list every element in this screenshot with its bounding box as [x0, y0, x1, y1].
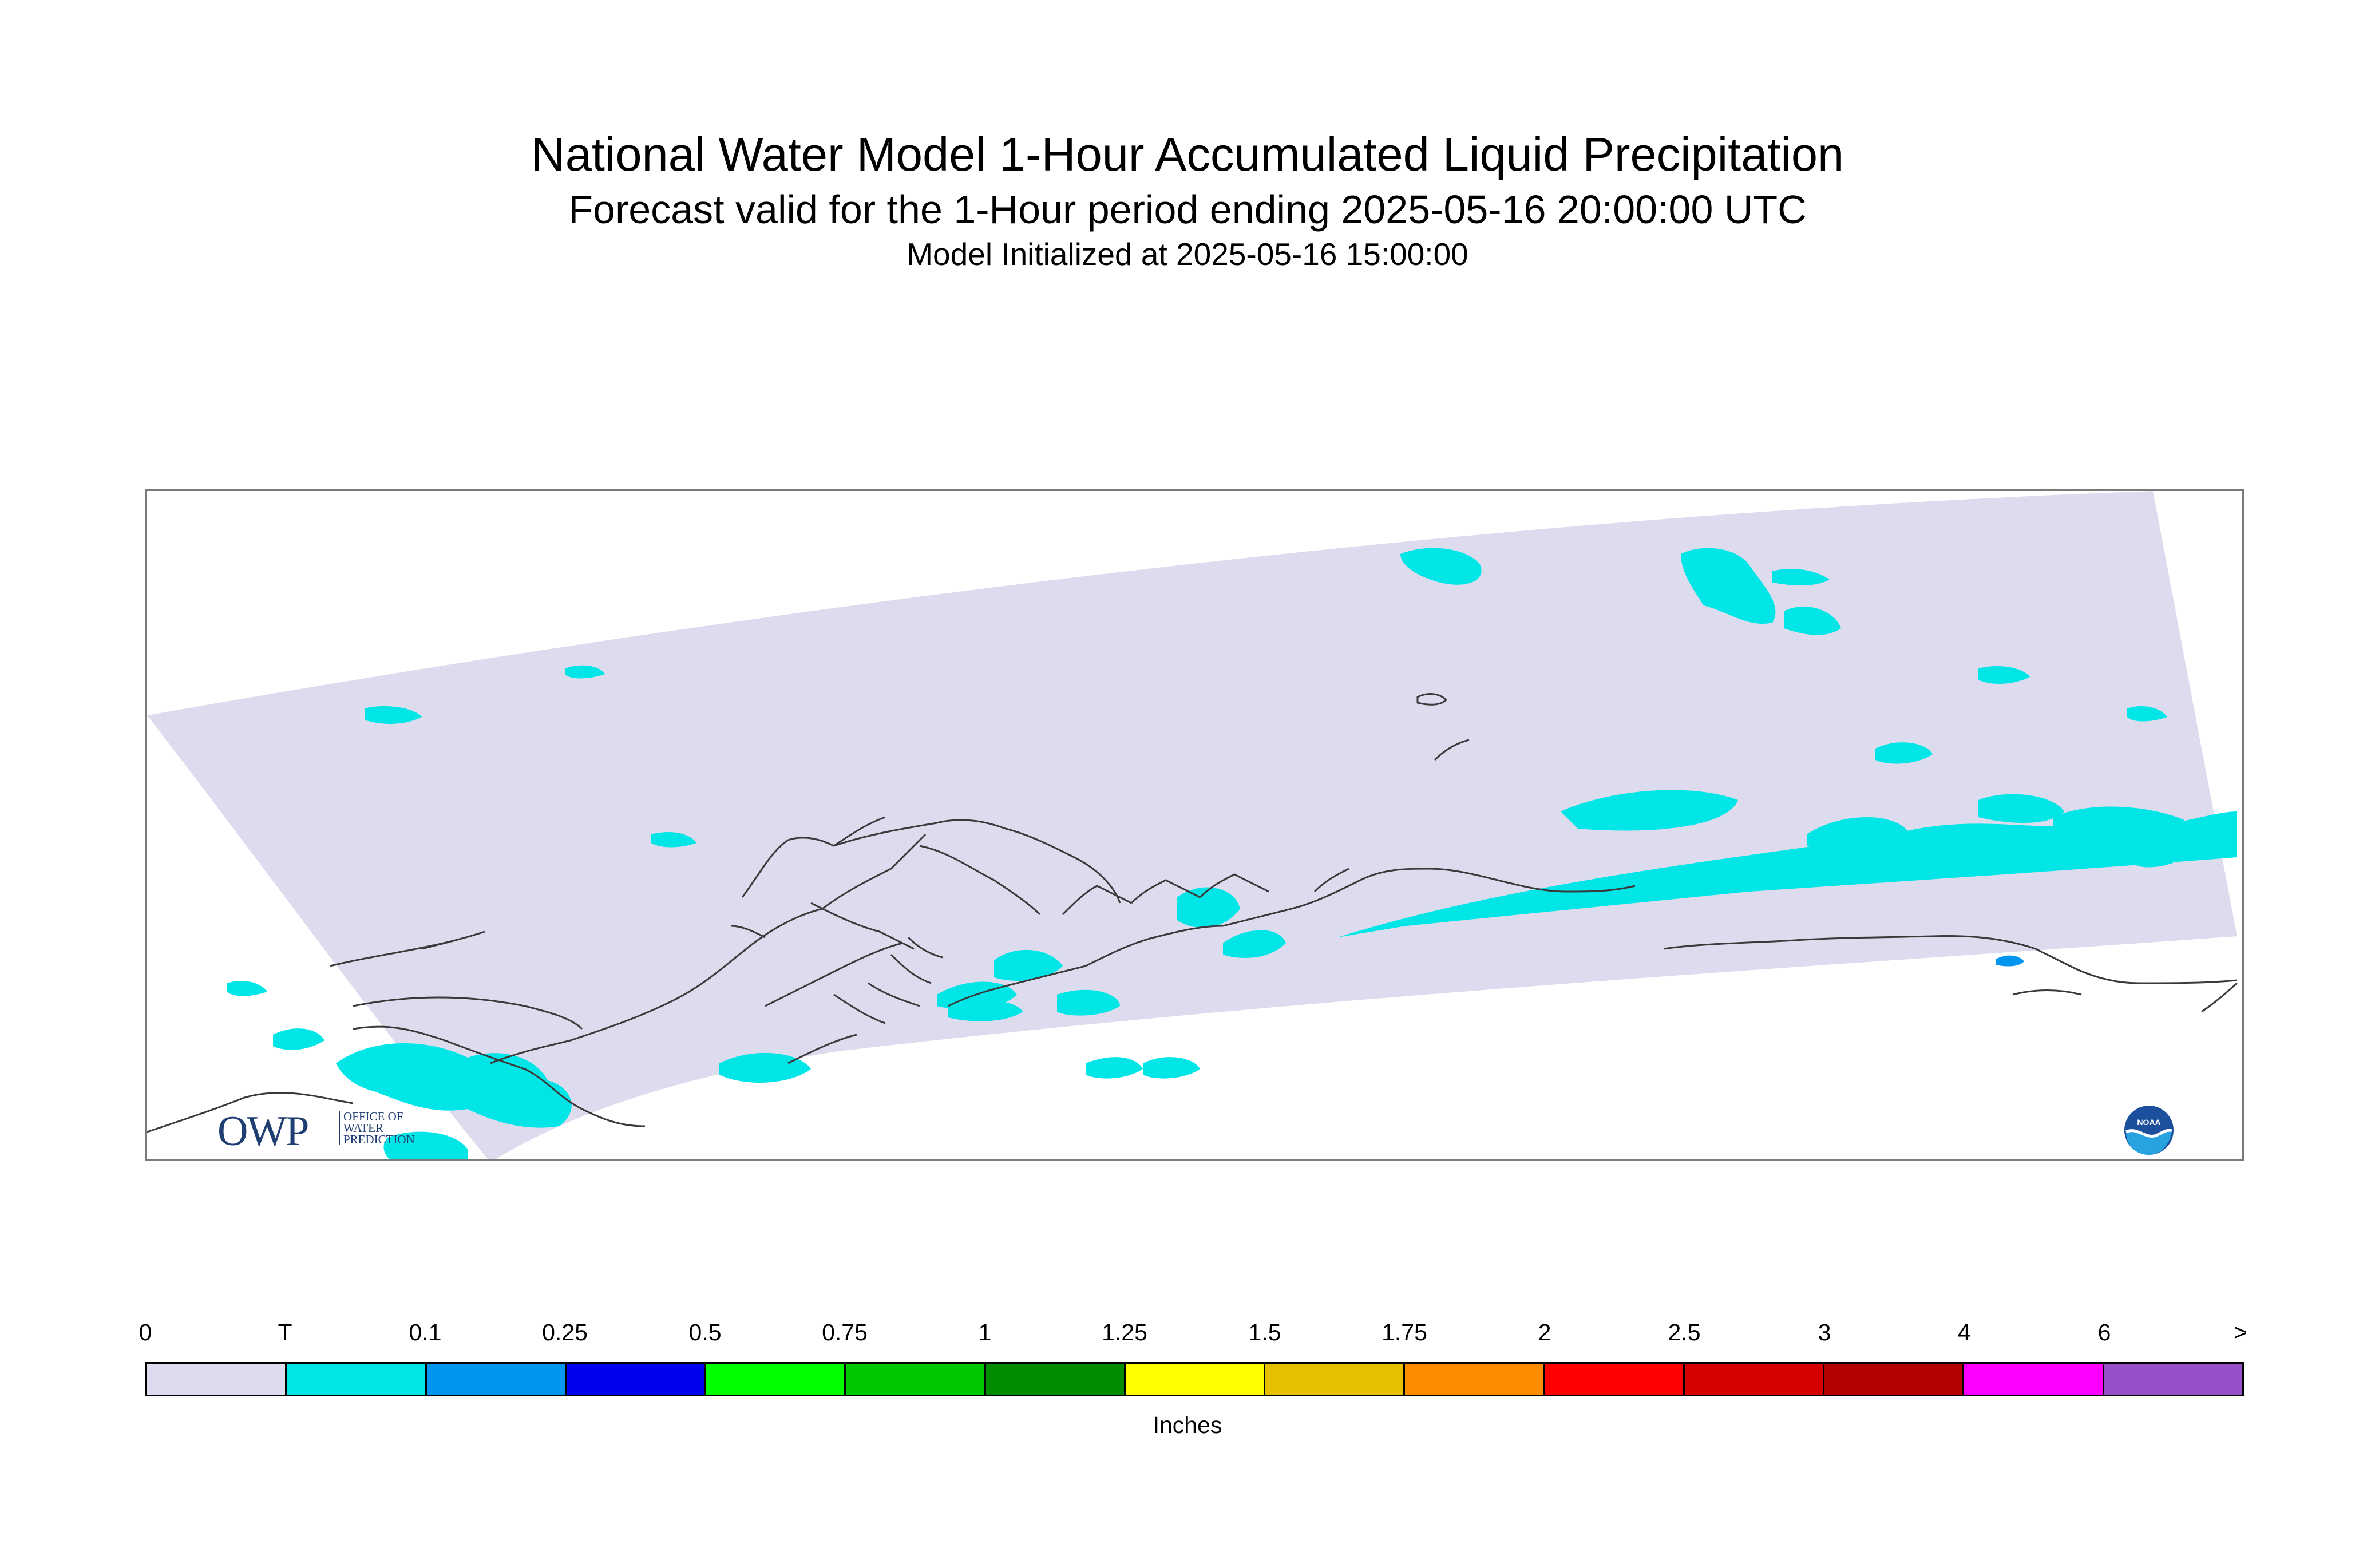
legend-units: Inches: [1153, 1412, 1222, 1438]
owp-logo-text: OFFICE OF WATER PREDICTION: [339, 1110, 415, 1146]
model-domain: [147, 491, 2237, 1159]
legend-tick-11: 2.5: [1668, 1319, 1701, 1345]
legend-swatch-9: [1405, 1364, 1545, 1395]
legend-tick-15: >: [2234, 1319, 2247, 1345]
legend-tick-labels: 0 T 0.1 0.25 0.5 0.75 1 1.25 1.5 1.75 2 …: [0, 1319, 2375, 1353]
owp-logo-letters: OWP: [217, 1108, 309, 1155]
legend-swatch-2: [426, 1364, 567, 1395]
precipitation-map: [147, 491, 2238, 1159]
legend-tick-6: 1: [978, 1319, 992, 1345]
legend-swatch-1: [287, 1364, 427, 1395]
coastlines: [147, 693, 2238, 1133]
legend-swatch-3: [566, 1364, 707, 1395]
map-panel: [145, 489, 2244, 1161]
legend-tick-13: 4: [1957, 1319, 1971, 1345]
legend-swatch-6: [985, 1364, 1126, 1395]
legend-swatch-0: [147, 1364, 287, 1395]
noaa-logo: NOAA: [2124, 1106, 2174, 1155]
legend-swatch-5: [846, 1364, 986, 1395]
legend-swatch-8: [1265, 1364, 1406, 1395]
legend-tick-7: 1.25: [1102, 1319, 1147, 1345]
noaa-logo-text: NOAA: [2137, 1118, 2160, 1127]
map-title: National Water Model 1-Hour Accumulated …: [531, 128, 1844, 181]
trace-precip-areas: [227, 548, 2237, 1159]
legend-tick-0: 0: [138, 1319, 152, 1345]
legend-tick-8: 1.5: [1248, 1319, 1281, 1345]
legend-tick-5: 0.75: [822, 1319, 868, 1345]
owp-logo: OWP OFFICE OF WATER PREDICTION: [217, 1107, 435, 1155]
legend-tick-2: 0.1: [409, 1319, 442, 1345]
model-init-time: Model Initialized at 2025-05-16 15:00:00: [907, 236, 1468, 272]
legend-swatch-13: [1964, 1364, 2104, 1395]
legend-colorbar: [145, 1362, 2244, 1396]
legend-tick-12: 3: [1818, 1319, 1831, 1345]
legend-swatch-12: [1824, 1364, 1965, 1395]
legend-swatch-4: [706, 1364, 846, 1395]
legend-tick-9: 1.75: [1382, 1319, 1427, 1345]
legend-swatch-11: [1684, 1364, 1825, 1395]
owp-logo-line-2: WATER: [343, 1121, 383, 1135]
owp-logo-line-1: OFFICE OF: [343, 1110, 403, 1123]
legend-tick-4: 0.5: [688, 1319, 722, 1345]
owp-logo-line-3: PREDICTION: [343, 1133, 415, 1146]
legend-tick-14: 6: [2097, 1319, 2111, 1345]
legend-tick-10: 2: [1538, 1319, 1551, 1345]
legend-tick-1: T: [278, 1319, 292, 1345]
legend-tick-3: 0.25: [542, 1319, 588, 1345]
light-precip-area: [1996, 955, 2024, 967]
legend-swatch-14: [2104, 1364, 2242, 1395]
legend-swatch-7: [1125, 1364, 1266, 1395]
map-subtitle: Forecast valid for the 1-Hour period end…: [568, 187, 1807, 232]
legend-swatch-10: [1545, 1364, 1685, 1395]
